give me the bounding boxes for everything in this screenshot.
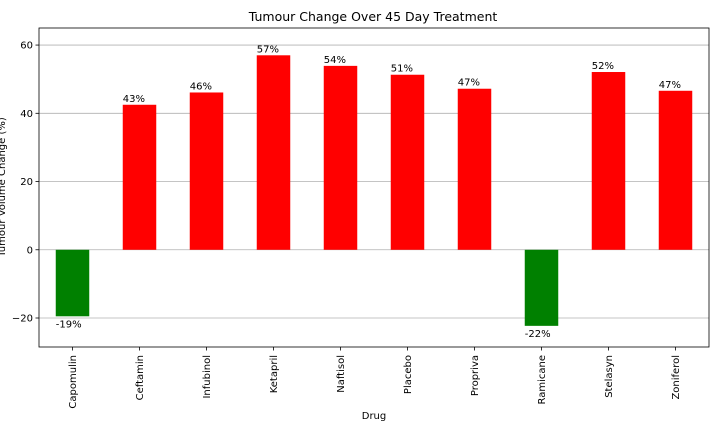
plot-frame — [38, 27, 710, 348]
x-tick-label: Propriva — [470, 355, 481, 396]
x-axis: Capomulin Ceftamin Infubinol Ketapril Naftis… — [68, 347, 682, 409]
x-tick-label: Stelasyn — [604, 355, 615, 398]
bar-zoniferol — [658, 90, 693, 250]
data-label: 54% — [324, 55, 346, 66]
bar-ketapril — [256, 55, 291, 250]
y-tick-label: 60 — [20, 41, 33, 52]
chart-title: Tumour Change Over 45 Day Treatment — [248, 9, 498, 24]
x-tick-label: Ketapril — [269, 355, 280, 393]
bar-capomulin — [55, 249, 90, 317]
data-label: 46% — [190, 81, 212, 92]
y-axis: −20 0 20 40 60 — [12, 41, 39, 325]
bar-ceftamin — [122, 104, 157, 250]
x-tick-label: Ceftamin — [135, 355, 146, 400]
x-axis-label: Drug — [362, 411, 387, 422]
data-label: 52% — [592, 61, 614, 72]
x-tick-label: Naftisol — [336, 355, 347, 393]
data-label: -19% — [56, 319, 82, 330]
x-tick-label: Placebo — [403, 355, 414, 394]
y-axis-label: Tumour Volume Change (%) — [0, 117, 8, 258]
y-tick-label: 40 — [20, 109, 33, 120]
data-label: -22% — [525, 329, 551, 340]
y-tick-label: 0 — [27, 245, 33, 256]
x-tick-label: Ramicane — [537, 355, 548, 405]
bar-placebo — [390, 74, 425, 250]
data-label: 47% — [659, 80, 681, 91]
data-label: 57% — [257, 44, 279, 55]
x-tick-label: Capomulin — [68, 355, 79, 409]
x-tick-label: Zoniferol — [671, 355, 682, 400]
data-labels: -19% 43% 46% 57% 54% 51% 47% -22% 52% 47% — [56, 44, 681, 340]
x-tick-label: Infubinol — [202, 355, 213, 399]
data-label: 43% — [123, 94, 145, 105]
bar-infubinol — [189, 92, 224, 250]
y-tick-label: −20 — [12, 314, 33, 325]
bar-propriva — [457, 88, 492, 250]
bar-stelasyn — [591, 72, 626, 250]
data-label: 51% — [391, 64, 413, 75]
data-label: 47% — [458, 78, 480, 89]
bars — [55, 55, 693, 326]
bar-naftisol — [323, 65, 358, 250]
y-tick-label: 20 — [20, 177, 33, 188]
bar-ramicane — [524, 249, 559, 326]
